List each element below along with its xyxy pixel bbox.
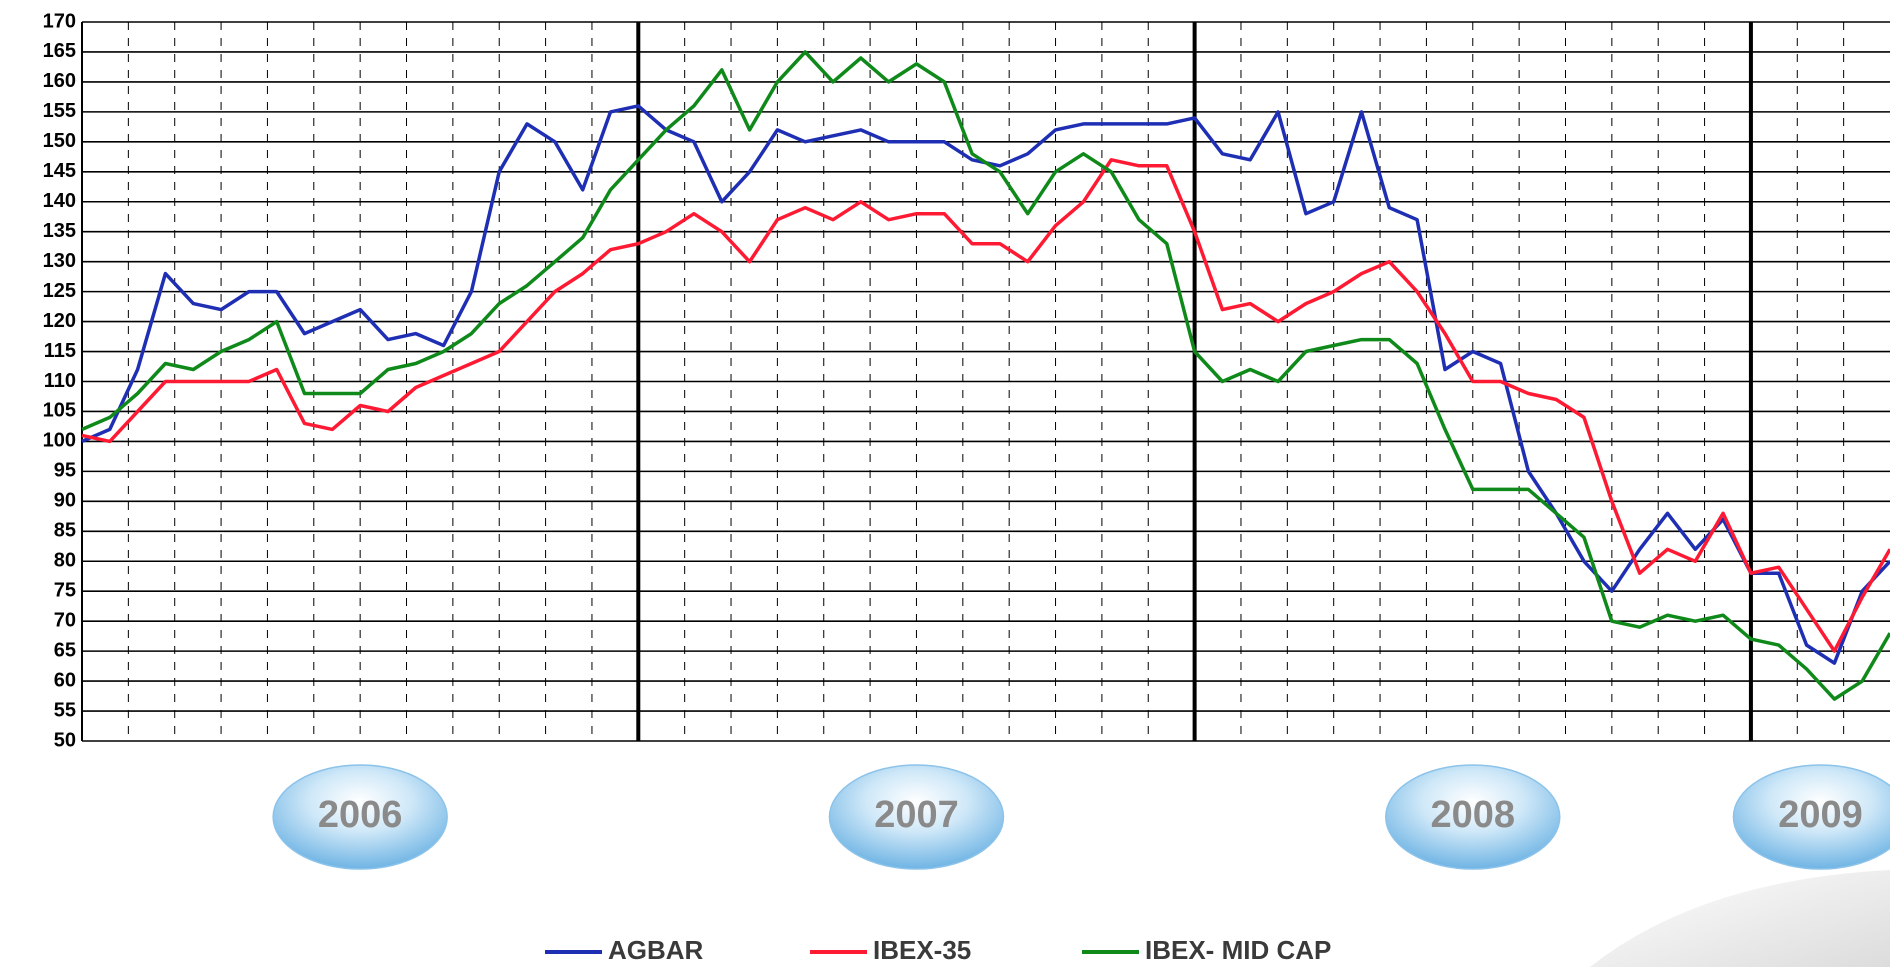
x-tick-label: 2007 [874,794,959,836]
year-bubble [828,764,1005,870]
y-tick-label: 60 [54,669,76,691]
y-tick-label: 115 [44,340,76,362]
y-tick-label: 80 [54,550,76,572]
series-line [81,158,1890,653]
y-tick-label: 110 [44,370,76,392]
series-line [81,50,1890,701]
y-tick-label: 125 [43,280,76,302]
y-tick-label: 95 [54,460,76,482]
y-tick-label: 160 [43,70,76,92]
x-tick-label: 2006 [318,794,403,836]
y-tick-label: 130 [43,250,76,272]
y-tick-label: 105 [43,400,76,422]
y-tick-label: 135 [43,220,76,242]
year-bubble [1732,764,1890,870]
y-tick-label: 165 [43,40,76,62]
series-line [81,104,1890,665]
legend-label: IBEX- MID CAP [1145,935,1331,965]
y-tick-label: 55 [54,699,76,721]
y-tick-label: 145 [43,160,76,182]
y-tick-label: 140 [43,190,76,212]
y-tick-label: 100 [43,430,76,452]
y-tick-label: 170 [43,10,76,32]
y-tick-label: 155 [43,100,76,122]
y-tick-label: 70 [54,609,76,631]
y-tick-label: 90 [54,490,76,512]
x-tick-label: 2009 [1778,794,1863,836]
year-bubble [1385,764,1561,870]
legend-label: IBEX-35 [873,935,971,965]
y-tick-label: 75 [54,579,76,601]
decoration [1590,870,1890,967]
y-tick-label: 120 [43,310,76,332]
y-tick-label: 150 [43,130,76,152]
x-tick-label: 2008 [1430,794,1515,836]
plot-area [81,21,1890,742]
legend-label: AGBAR [608,935,704,965]
y-tick-label: 65 [54,639,76,661]
y-tick-label: 50 [54,729,76,751]
year-bubble [272,764,448,870]
y-tick-label: 85 [54,520,76,542]
